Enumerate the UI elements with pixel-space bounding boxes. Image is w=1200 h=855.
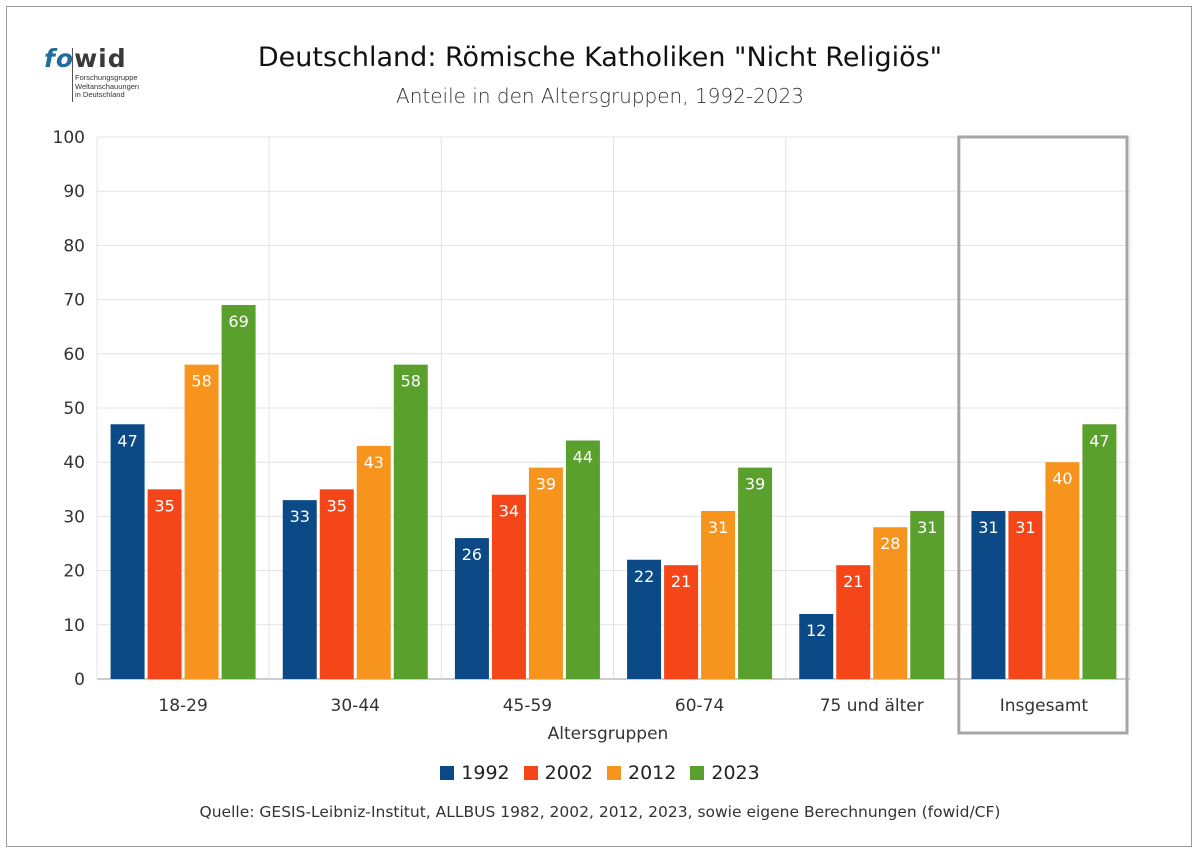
bar-value-label: 31: [708, 518, 728, 537]
fowid-logo: fowid Forschungsgruppe Weltanschauungen …: [44, 44, 154, 104]
bar-value-label: 69: [228, 312, 248, 331]
source-note: Quelle: GESIS-Leibniz-Institut, ALLBUS 1…: [199, 803, 1001, 821]
bar-value-label: 58: [401, 372, 421, 391]
bar-value-label: 33: [290, 507, 310, 526]
bar-value-label: 26: [462, 545, 482, 564]
bar: [491, 494, 526, 679]
bar-value-label: 28: [880, 534, 900, 553]
legend-swatch: [440, 766, 455, 780]
y-tick-label: 30: [63, 507, 85, 527]
legend-label: 1992: [461, 762, 510, 784]
bar: [1045, 462, 1080, 679]
bar: [873, 527, 908, 679]
bar: [565, 440, 600, 679]
y-tick-label: 10: [63, 616, 85, 636]
bar: [971, 510, 1006, 679]
bar: [1082, 424, 1117, 679]
figure-frame: [6, 6, 1192, 847]
legend-swatch: [607, 766, 621, 780]
bar: [356, 445, 391, 679]
bar-value-label: 43: [364, 453, 384, 472]
bar: [184, 364, 219, 679]
y-tick-label: 40: [63, 453, 85, 473]
x-tick-label: 18-29: [158, 696, 207, 716]
y-tick-label: 20: [63, 562, 85, 582]
legend-item: 2002: [523, 762, 593, 784]
y-tick-label: 70: [63, 291, 85, 311]
bar-value-label: 31: [917, 518, 937, 537]
bar: [454, 538, 489, 679]
bar: [528, 467, 563, 679]
legend-item: 2023: [690, 762, 760, 784]
bar-value-label: 35: [154, 496, 174, 515]
highlight-box: [957, 135, 1129, 735]
legend-item: 1992: [440, 762, 510, 784]
legend-label: 2002: [544, 762, 593, 784]
bar: [701, 510, 736, 679]
bar: [910, 510, 945, 679]
bar-value-label: 47: [1089, 431, 1109, 450]
bar-value-label: 47: [117, 431, 137, 450]
legend-swatch: [523, 766, 538, 780]
bar-value-label: 58: [191, 372, 211, 391]
logo-suffix: wid: [74, 44, 127, 73]
bar-value-label: 12: [806, 621, 826, 640]
bar: [836, 565, 871, 679]
bar: [221, 305, 256, 679]
bar-value-label: 40: [1052, 469, 1072, 488]
bar-value-label: 35: [327, 496, 347, 515]
legend-label: 2023: [711, 762, 760, 784]
x-tick-label: 30-44: [331, 696, 380, 716]
bar-value-label: 34: [499, 502, 519, 521]
bar-value-label: 22: [634, 567, 654, 586]
logo-prefix: fo: [44, 44, 75, 73]
y-tick-label: 60: [63, 345, 85, 365]
bar-value-label: 31: [1015, 518, 1035, 537]
bar: [1008, 510, 1043, 679]
bar: [627, 559, 662, 679]
bar-value-label: 31: [978, 518, 998, 537]
x-tick-label: Insgesamt: [1000, 696, 1089, 716]
legend-label: 2012: [628, 762, 677, 784]
y-tick-label: 50: [63, 399, 85, 419]
x-tick-label: 60-74: [675, 696, 724, 716]
chart-subtitle: Anteile in den Altersgruppen, 1992-2023: [396, 84, 804, 108]
bar: [147, 489, 182, 679]
legend-item: 2012: [607, 762, 676, 784]
bar: [664, 565, 699, 679]
bar: [738, 467, 773, 679]
y-tick-label: 100: [53, 128, 85, 148]
bar-value-label: 44: [573, 448, 593, 467]
bar: [319, 489, 354, 679]
bar-value-label: 39: [745, 475, 765, 494]
bar-value-label: 21: [843, 572, 863, 591]
x-axis-label: Altersgruppen: [548, 724, 669, 744]
logo-divider: [72, 48, 73, 102]
legend: 1992 2002 2012 2023: [0, 762, 1200, 784]
bar: [110, 424, 145, 679]
x-tick-label: 75 und älter: [820, 696, 924, 716]
x-tick-label: 45-59: [503, 696, 552, 716]
chart-title: Deutschland: Römische Katholiken "Nicht …: [257, 42, 943, 73]
y-tick-label: 90: [63, 182, 85, 202]
bar-value-label: 21: [671, 572, 691, 591]
y-tick-label: 80: [63, 236, 85, 256]
y-tick-label: 0: [74, 670, 85, 690]
bar: [799, 613, 834, 679]
bar: [282, 500, 317, 679]
legend-swatch: [690, 766, 705, 780]
bar: [393, 364, 428, 679]
bar-value-label: 39: [536, 475, 556, 494]
logo-subtitle: Forschungsgruppe Weltanschauungen in Deu…: [75, 73, 140, 99]
logo-wordmark: fowid: [44, 44, 127, 73]
